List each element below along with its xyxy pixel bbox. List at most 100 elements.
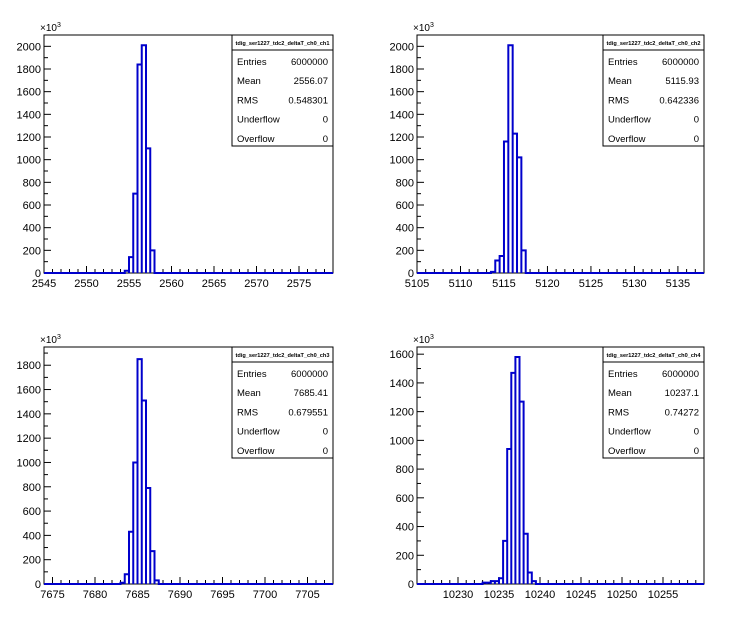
histogram-panel-4: 0 200 400 600 800 1000 1200 1400 1600 10230 10235 1…	[390, 334, 705, 601]
y-tick-label: 1800	[17, 64, 41, 76]
stats-value: 0	[323, 115, 328, 126]
stats-title: tdig_ser1227_tdc2_deltaT_ch0_ch2	[607, 41, 701, 47]
x-tick-label: 2565	[202, 278, 226, 290]
stats-label: Entries	[608, 57, 638, 68]
x-tick-label: 7680	[83, 589, 107, 601]
x-tick-label: 5110	[449, 278, 473, 290]
stats-value: 7685.41	[294, 388, 328, 399]
y-tick-label: 1400	[390, 378, 414, 390]
y-tick-label: 800	[396, 177, 414, 189]
x-tick-label: 2560	[159, 278, 183, 290]
x-tick-label: 10240	[525, 589, 556, 601]
stats-value: 6000000	[662, 57, 699, 68]
y-tick-label: 1600	[390, 87, 414, 99]
x-tick-label: 2555	[117, 278, 141, 290]
x-tick-label: 5120	[535, 278, 559, 290]
x-tick-label: 7700	[253, 589, 277, 601]
y-tick-label: 800	[23, 177, 41, 189]
y-multiplier-label: ×103	[40, 334, 61, 346]
y-tick-label: 1400	[17, 409, 41, 421]
stats-label: Underflow	[608, 427, 651, 438]
stats-label: RMS	[608, 407, 629, 418]
y-tick-label: 1200	[390, 132, 414, 144]
stats-title: tdig_ser1227_tdc2_deltaT_ch0_ch4	[607, 353, 702, 359]
stats-label: RMS	[237, 95, 258, 106]
stats-label: Mean	[237, 388, 261, 399]
stats-value: 0	[694, 134, 699, 145]
stats-value: 0	[694, 446, 699, 457]
y-tick-label: 0	[408, 268, 414, 280]
stats-box	[231, 346, 334, 459]
y-tick-label: 800	[23, 482, 41, 494]
y-tick-label: 1800	[17, 360, 41, 372]
stats-label: Mean	[237, 76, 261, 87]
stats-value: 2556.07	[294, 76, 328, 87]
x-tick-label: 5135	[666, 278, 690, 290]
y-tick-label: 600	[23, 200, 41, 212]
stats-value: 6000000	[291, 57, 328, 68]
x-tick-label: 10230	[443, 589, 474, 601]
y-tick-label: 0	[35, 579, 41, 591]
stats-label: Underflow	[237, 115, 280, 126]
x-tick-label: 10235	[484, 589, 515, 601]
stats-box	[602, 346, 705, 459]
y-tick-label: 0	[35, 268, 41, 280]
y-tick-label: 200	[396, 550, 414, 562]
histogram-series	[44, 358, 333, 585]
x-tick-label: 5125	[579, 278, 603, 290]
y-tick-label: 400	[23, 530, 41, 542]
x-tick-label: 5115	[492, 278, 516, 290]
stats-value: 6000000	[291, 369, 328, 380]
stats-label: Underflow	[608, 115, 651, 126]
stats-value: 0.548301	[288, 95, 328, 106]
y-tick-label: 200	[396, 245, 414, 257]
stats-value: 0	[323, 134, 328, 145]
stats-title: tdig_ser1227_tdc2_deltaT_ch0_ch3	[236, 353, 330, 359]
x-tick-label: 10245	[566, 589, 597, 601]
stats-value: 10237.1	[665, 388, 699, 399]
stats-label: Underflow	[237, 427, 280, 438]
y-tick-label: 1000	[17, 457, 41, 469]
stats-label: RMS	[237, 407, 258, 418]
stats-label: Entries	[237, 369, 267, 380]
y-tick-label: 200	[23, 555, 41, 567]
stats-value: 0	[694, 427, 699, 438]
y-multiplier-label: ×103	[413, 22, 434, 34]
stats-label: Entries	[608, 369, 638, 380]
y-tick-label: 1000	[17, 155, 41, 167]
x-tick-label: 7675	[40, 589, 64, 601]
y-tick-label: 600	[23, 506, 41, 518]
stats-value: 0	[694, 115, 699, 126]
x-tick-label: 7685	[125, 589, 149, 601]
stats-value: 5115.93	[665, 76, 699, 87]
y-tick-label: 400	[396, 522, 414, 534]
y-tick-label: 600	[396, 493, 414, 505]
stats-value: 0	[323, 446, 328, 457]
stats-box	[231, 34, 334, 147]
stats-label: Mean	[608, 76, 632, 87]
y-tick-label: 800	[396, 464, 414, 476]
x-tick-label: 10250	[607, 589, 638, 601]
stats-value: 0	[323, 427, 328, 438]
y-tick-label: 2000	[390, 41, 414, 53]
y-tick-label: 2000	[17, 41, 41, 53]
histogram-panel-2: 0 200 400 600 800 1000 1200 1400 1600 1800 2000 510…	[390, 22, 705, 290]
stats-label: Overflow	[237, 446, 275, 457]
y-tick-label: 1800	[390, 64, 414, 76]
x-tick-label: 5130	[622, 278, 646, 290]
stats-label: Entries	[237, 57, 267, 68]
x-tick-label: 7695	[210, 589, 234, 601]
y-tick-label: 1600	[17, 385, 41, 397]
x-tick-label: 2545	[32, 278, 56, 290]
x-tick-label: 7705	[295, 589, 319, 601]
x-tick-label: 2575	[287, 278, 311, 290]
histogram-panel-1: 0 200 400 600 800 1000 1200 1400 1600 1800 2000 254…	[17, 22, 334, 290]
y-multiplier-label: ×103	[413, 334, 434, 346]
stats-value: 0.74272	[665, 407, 699, 418]
stats-label: Mean	[608, 388, 632, 399]
histogram-series	[417, 356, 704, 585]
stats-value: 0.642336	[659, 95, 699, 106]
stats-label: Overflow	[608, 134, 646, 145]
stats-label: RMS	[608, 95, 629, 106]
